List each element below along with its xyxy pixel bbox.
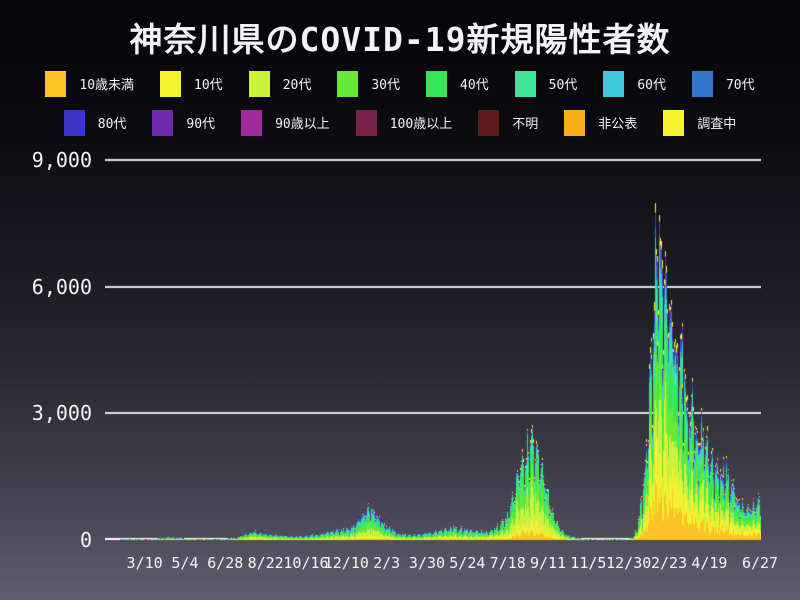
legend-swatch [63,109,85,136]
legend-swatch [337,70,359,97]
legend-label: 100歳以上 [389,117,453,132]
x-tick-label: 6/28 [207,554,244,572]
legend-swatch [426,70,447,97]
legend-swatch [248,70,270,97]
legend-item: 非公表 [564,109,638,136]
legend-label: 90代 [186,117,216,132]
legend-label: 50代 [548,78,578,93]
chart-plot-area [105,148,761,544]
chart-title: 神奈川県のCOVID-19新規陽性者数 [129,20,671,59]
x-tick-label: 7/18 [489,554,526,572]
legend-label: 調査中 [697,117,737,132]
legend: 10歳未満 10代 20代 30代 40代 50代 60代 70代 80代 90代 90歳以上 100… [0,64,800,142]
x-tick-label: 6/27 [741,554,779,572]
legend-item: 100歳以上 [355,109,453,136]
x-tick-label: 8/22 [247,554,284,572]
legend-label: 20代 [282,78,312,93]
legend-item: 10代 [160,70,223,97]
x-tick-label: 3/30 [408,554,446,572]
legend-row-2: 80代 90代 90歳以上 100歳以上 不明 非公表 調査中 [0,103,800,142]
legend-item: 60代 [603,70,666,97]
legend-label: 90歳以上 [275,117,330,132]
x-tick-label: 3/10 [126,554,163,572]
x-tick-label: 5/24 [449,554,486,572]
x-tick-label: 5/4 [171,554,199,572]
legend-item: 20代 [248,70,312,97]
legend-label: 70代 [725,78,755,93]
y-tick-label: 6,000 [31,274,92,299]
legend-item: 40代 [426,70,489,97]
x-tick-label: 2/3 [373,554,401,572]
legend-item: 10歳未満 [45,70,135,97]
legend-label: 30代 [371,78,400,93]
legend-item: 70代 [691,70,755,97]
legend-item: 80代 [63,109,127,136]
x-tick-label: 2/23 [650,554,688,572]
legend-swatch [478,109,500,136]
y-tick-label: 0 [79,528,92,552]
legend-swatch [241,109,263,136]
legend-label: 10代 [194,78,223,93]
legend-item: 調査中 [663,109,737,136]
legend-swatch [603,70,625,97]
legend-item: 90代 [152,109,216,136]
legend-item: 90歳以上 [241,109,330,136]
legend-swatch [564,109,586,136]
legend-row-1: 10歳未満 10代 20代 30代 40代 50代 60代 70代 [0,64,800,103]
legend-label: 60代 [637,78,666,93]
legend-label: 不明 [512,117,539,132]
y-tick-label: 3,000 [31,401,92,426]
legend-swatch [355,109,377,136]
x-tick-label: 9/11 [529,554,567,572]
y-tick-label: 9,000 [31,148,92,172]
legend-swatch [160,70,182,97]
legend-swatch [45,70,67,97]
legend-label: 非公表 [598,117,638,132]
x-tick-label: 4/19 [691,554,728,572]
x-tick-label: 12/30 [606,554,652,572]
legend-item: 50代 [514,70,578,97]
legend-item: 不明 [478,109,539,136]
legend-swatch [663,109,685,136]
legend-item: 30代 [337,70,400,97]
legend-swatch [152,109,174,136]
legend-label: 40代 [460,78,489,93]
legend-swatch [514,70,536,97]
x-tick-label: 11/5 [570,554,607,572]
x-tick-label: 10/16 [283,554,329,572]
legend-label: 80代 [97,117,127,132]
legend-swatch [691,70,713,97]
legend-label: 10歳未満 [79,78,135,93]
x-tick-label: 12/10 [323,554,369,572]
